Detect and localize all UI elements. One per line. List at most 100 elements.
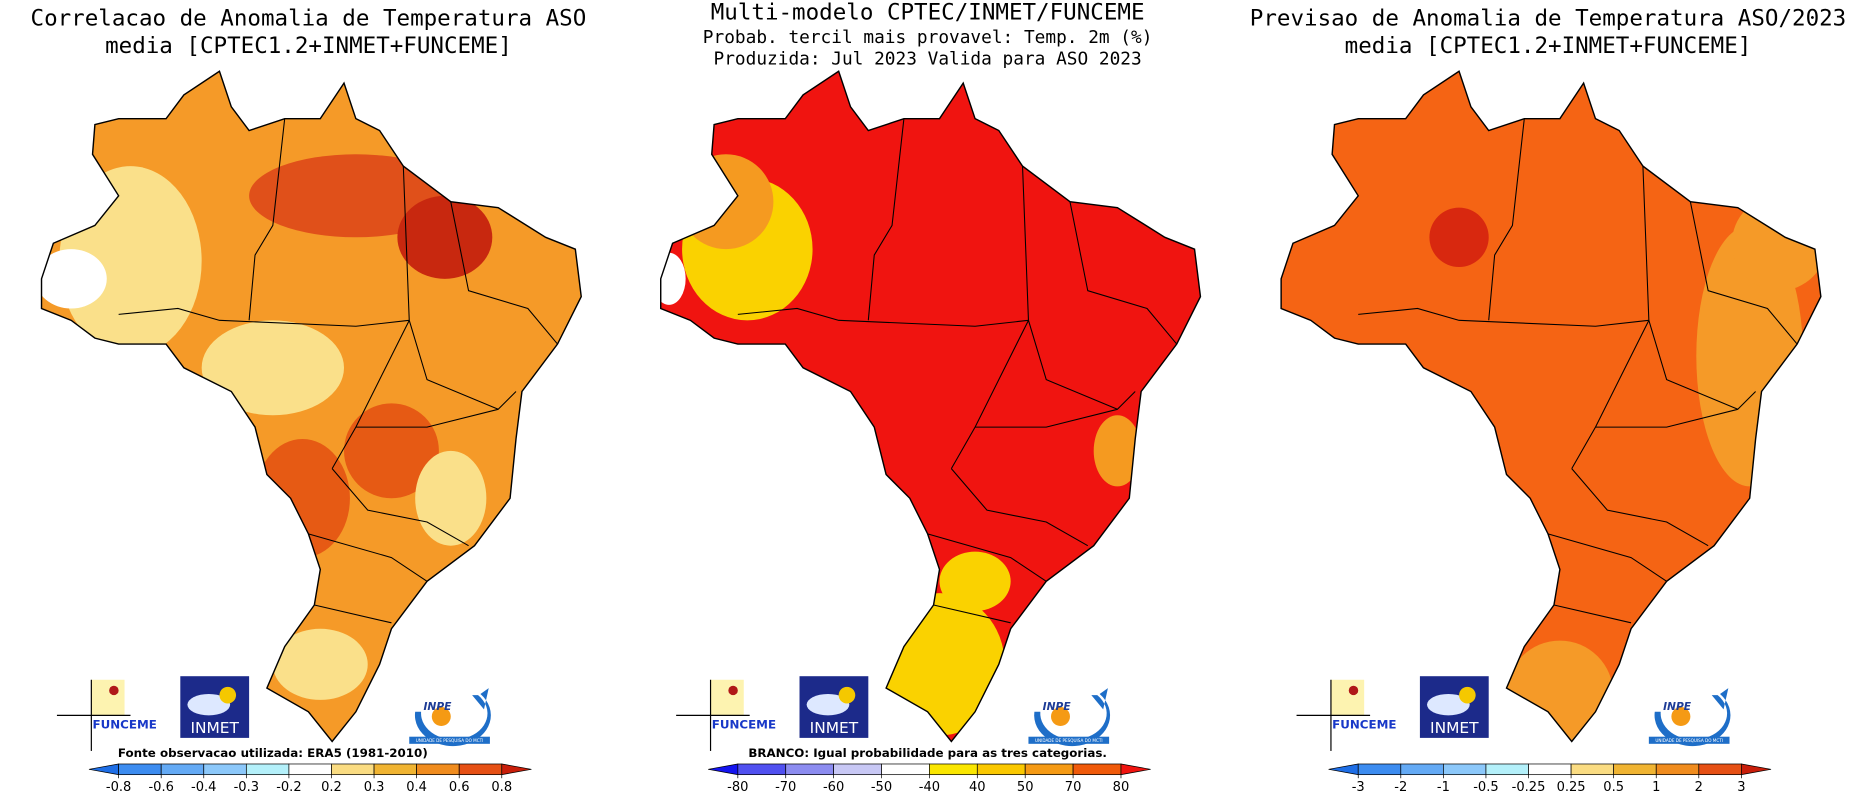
colorbar-label: -0.5 <box>1473 780 1498 795</box>
colorbar-label: -60 <box>823 780 844 795</box>
border <box>660 70 1202 743</box>
note: Fonte observacao utilizada: ERA5 (1981-2… <box>118 746 428 760</box>
inpe-sub: UNIDADE DE PESQUISA DO MCTI <box>416 738 484 743</box>
colorbar-label: 0.8 <box>491 780 512 795</box>
colorbar-arrow <box>501 763 532 776</box>
funceme-sun <box>109 685 119 696</box>
colorbar-segment <box>1570 763 1615 776</box>
funceme-logo-bg <box>91 679 125 716</box>
title-line: Probab. tercil mais provavel: Temp. 2m (… <box>703 27 1153 48</box>
colorbar-label: 0.4 <box>406 780 427 795</box>
map <box>1280 70 1822 743</box>
funceme-label: FUNCEME <box>712 717 776 731</box>
map-patch <box>415 450 487 546</box>
colorbar-label: 0.25 <box>1557 780 1586 795</box>
inmet-cloud <box>187 693 231 716</box>
title-line: Multi-modelo CPTEC/INMET/FUNCEME <box>711 0 1145 26</box>
map-patch <box>1429 207 1489 267</box>
inmet-sun <box>838 686 856 704</box>
colorbar-label: -3 <box>1352 780 1365 795</box>
title-line: Previsao de Anomalia de Temperatura ASO/… <box>1250 6 1846 32</box>
state-borders <box>118 118 558 624</box>
inpe-band <box>1028 736 1110 744</box>
inpe-dot <box>431 707 451 727</box>
colorbar-arrow <box>1741 763 1772 776</box>
colorbar-label: -50 <box>871 780 892 795</box>
colorbar-segment <box>1072 763 1122 776</box>
colorbar-segment <box>416 763 460 776</box>
colorbar-label: 50 <box>1017 780 1034 795</box>
inpe-dot <box>1050 707 1070 727</box>
colorbar-segment <box>1613 763 1657 776</box>
funceme-sun <box>1348 685 1359 696</box>
colorbar-label: -2 <box>1394 780 1407 795</box>
border <box>40 70 582 743</box>
colorbar-label: 40 <box>969 780 986 795</box>
colorbar-label: -0.6 <box>148 780 173 795</box>
inmet-cloud <box>806 693 850 716</box>
colorbar-arrow <box>708 763 739 776</box>
map <box>660 70 1202 743</box>
inmet-sun <box>1459 686 1476 704</box>
colorbar-segment <box>929 763 978 776</box>
colorbar-label: 80 <box>1113 780 1130 795</box>
colorbar-label: 70 <box>1065 780 1082 795</box>
colorbar-segment <box>881 763 930 776</box>
colorbar-label: -1 <box>1437 780 1450 795</box>
colorbar-label: 3 <box>1737 780 1745 795</box>
border <box>1280 70 1822 743</box>
colorbar-label: 1 <box>1652 780 1660 795</box>
inmet-cloud <box>1427 693 1470 716</box>
inpe-dot <box>1671 707 1691 727</box>
colorbar-label: -0.25 <box>1512 780 1546 795</box>
funceme-logo-bg <box>710 679 744 716</box>
colorbar-label: -0.3 <box>234 780 259 795</box>
inpe-band <box>409 736 490 744</box>
colorbar-segment <box>458 763 503 776</box>
funceme-sun <box>728 685 738 696</box>
colorbar-segment <box>203 763 247 776</box>
map-patch <box>272 628 368 700</box>
inpe-swoosh <box>414 688 491 747</box>
colorbar-label: 0.3 <box>364 780 385 795</box>
inpe-sub: UNIDADE DE PESQUISA DO MCTI <box>1655 738 1723 743</box>
map-patch <box>660 252 686 305</box>
map-patch <box>201 320 345 416</box>
inpe-band <box>1648 736 1730 744</box>
colorbar-segment <box>1698 763 1742 776</box>
inpe-swoosh <box>1034 688 1111 747</box>
funceme-logo-bg <box>1330 679 1365 716</box>
inmet-label: INMET <box>1430 719 1479 737</box>
colorbar-segment <box>1357 763 1402 776</box>
map-patch <box>939 551 1011 611</box>
colorbar-segment <box>160 763 205 776</box>
colorbar-arrow <box>1328 763 1359 776</box>
map-fill <box>1281 71 1821 742</box>
inpe-label: INPE <box>423 700 452 713</box>
colorbar-segment <box>833 763 882 776</box>
panel: Correlacao de Anomalia de Temperatura AS… <box>31 6 587 796</box>
map-patch <box>1731 195 1821 291</box>
note: BRANCO: Igual probabilidade para as tres… <box>748 746 1107 760</box>
colorbar-segment <box>976 763 1026 776</box>
colorbar-segment <box>785 763 834 776</box>
map-patch <box>1093 415 1142 487</box>
inpe-label: INPE <box>1663 700 1692 713</box>
map <box>40 70 582 743</box>
title-line: Produzida: Jul 2023 Valida para ASO 2023 <box>714 48 1142 69</box>
panel: Previsao de Anomalia de Temperatura ASO/… <box>1250 6 1846 796</box>
colorbar-label: -80 <box>727 780 748 795</box>
inpe-sub: UNIDADE DE PESQUISA DO MCTI <box>1035 738 1103 743</box>
inmet-label: INMET <box>810 719 859 737</box>
colorbar-label: -40 <box>919 780 940 795</box>
funceme-label: FUNCEME <box>1332 717 1396 731</box>
colorbar-segment <box>373 763 417 776</box>
inmet-sun <box>219 686 237 704</box>
colorbar-label: -0.2 <box>276 780 301 795</box>
colorbar-segment <box>1024 763 1074 776</box>
title-line: media [CPTEC1.2+INMET+FUNCEME] <box>1345 33 1752 59</box>
panel: Multi-modelo CPTEC/INMET/FUNCEMEProbab. … <box>660 0 1202 795</box>
map-patch <box>1506 640 1614 742</box>
colorbar-label: 0.6 <box>449 780 470 795</box>
